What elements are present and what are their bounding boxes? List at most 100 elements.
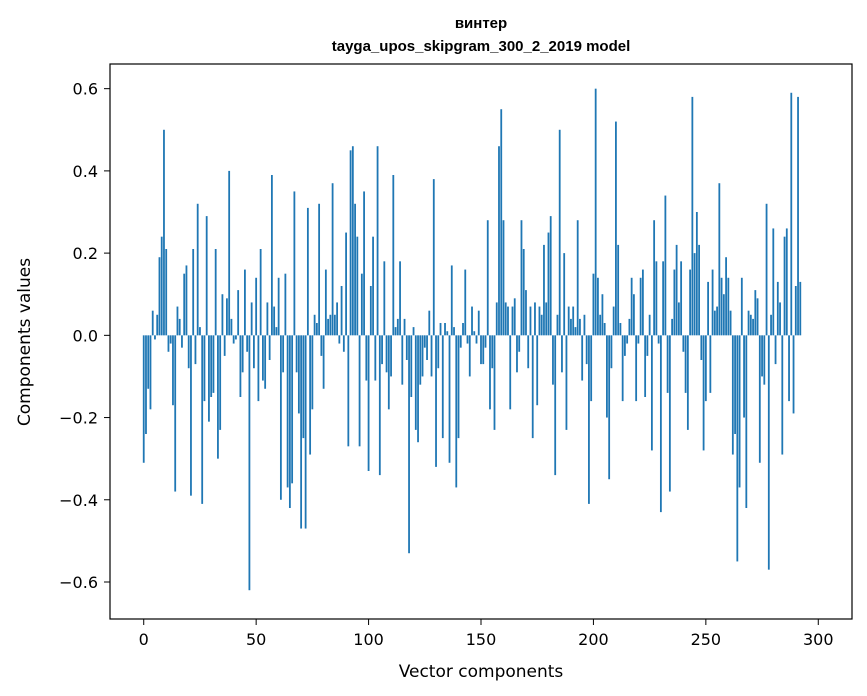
bar [306,207,309,336]
bar [689,269,692,336]
x-axis-ticks: 0 50 100 150 200 250 300 [139,619,834,649]
bar [279,335,282,500]
bar [680,261,683,336]
bar [160,236,163,336]
bar [221,294,224,336]
bar [390,335,392,377]
bar [484,335,487,348]
bar [262,335,264,381]
bar [190,335,192,496]
bar [534,302,536,336]
bar [333,314,336,336]
bar [383,261,386,336]
bar [662,261,665,336]
bar [525,290,527,336]
bar [673,269,676,336]
bar [151,310,154,336]
bar [709,335,712,393]
bar [367,335,370,471]
bar [212,335,215,393]
bar [684,335,687,393]
bar [255,277,258,336]
bar [644,335,647,397]
bar [311,335,314,410]
bar [540,314,543,336]
bar [601,294,604,336]
bar [405,335,408,360]
bar [457,335,460,439]
bar [486,220,489,336]
bar [628,318,631,336]
bar [509,335,512,410]
bar [349,150,352,336]
x-tick-label: 200 [578,630,609,649]
bar [700,335,703,360]
bar [790,92,793,336]
bar [594,88,597,336]
bar [749,314,752,336]
bar [464,269,467,336]
bar [304,335,307,529]
bar [302,335,305,439]
bar [471,306,473,336]
bar [309,335,312,455]
bar [446,331,449,336]
bar [268,335,271,360]
bar [462,323,464,336]
bar [626,335,629,344]
bar [374,335,377,381]
bar [513,298,516,336]
bar [194,335,197,365]
bar [520,220,523,336]
bar [558,129,561,336]
bar [570,318,572,336]
bar [385,335,388,373]
bar [527,335,530,369]
bar [572,306,575,336]
bar [403,318,406,336]
bar [185,265,188,336]
bar [502,220,505,336]
bar [324,269,327,336]
bar [181,335,183,348]
bar [376,146,379,336]
bar [466,335,469,344]
bar [246,335,249,352]
bar [610,335,613,369]
bar [511,306,514,336]
bar [437,335,440,369]
bar [603,323,606,336]
bar [228,170,231,336]
bar [329,314,332,336]
bar [169,335,172,344]
bar [583,314,586,336]
bar [747,310,750,336]
bar [763,335,766,385]
bar [579,318,581,336]
y-tick-label: −0.6 [59,573,98,592]
bar [516,335,518,373]
bar [410,335,413,397]
bar [320,335,323,356]
bar [480,335,482,365]
bar [725,257,727,336]
bar [217,335,219,459]
bar [291,335,294,484]
bar [432,179,435,336]
bar [293,191,296,336]
bar [666,335,669,393]
bar [619,323,622,336]
bar [444,323,446,336]
bar [428,310,431,336]
bar [208,335,210,422]
bar [241,335,244,373]
y-tick-label: −0.2 [59,409,98,428]
bar [740,277,743,336]
bar [421,335,424,377]
bar [468,335,471,377]
bar [354,203,356,336]
bar [369,286,372,336]
bar [387,335,390,410]
bar [430,335,433,377]
bar [342,335,345,352]
